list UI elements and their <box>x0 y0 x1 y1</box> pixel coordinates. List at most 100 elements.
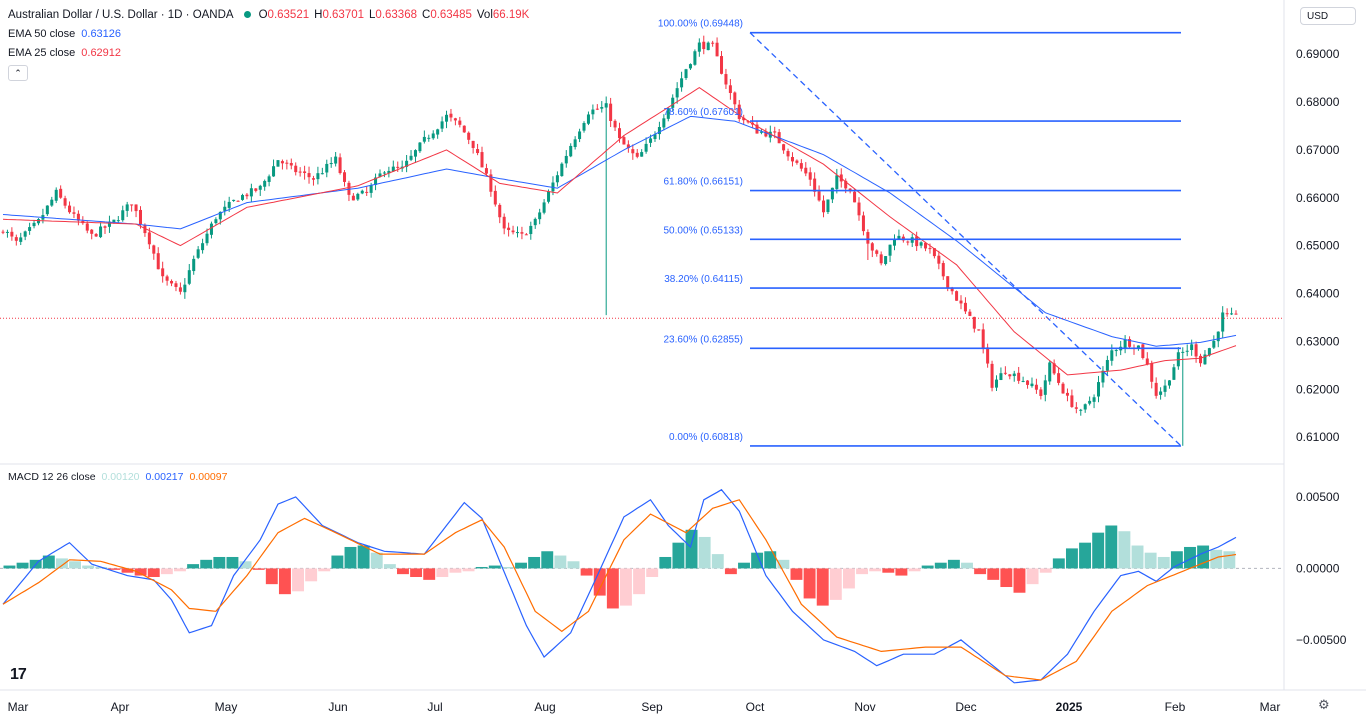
candle[interactable] <box>1030 383 1034 387</box>
candle[interactable] <box>582 123 586 131</box>
candle[interactable] <box>76 213 80 221</box>
candle[interactable] <box>817 191 821 201</box>
candle[interactable] <box>1070 395 1074 407</box>
candle[interactable] <box>103 226 107 228</box>
candle[interactable] <box>365 191 369 193</box>
candle[interactable] <box>440 121 444 129</box>
candle[interactable] <box>1114 350 1118 352</box>
candle[interactable] <box>329 163 333 165</box>
candle[interactable] <box>857 202 861 216</box>
candle[interactable] <box>609 103 613 121</box>
candle[interactable] <box>573 139 577 148</box>
candle[interactable] <box>626 144 630 149</box>
candle[interactable] <box>121 210 125 221</box>
candle[interactable] <box>54 189 58 201</box>
candle[interactable] <box>480 152 484 168</box>
candle[interactable] <box>334 156 338 164</box>
symbol-title[interactable]: Australian Dollar / U.S. Dollar · 1D · O… <box>8 9 234 21</box>
candle[interactable] <box>147 232 151 245</box>
candle[interactable] <box>697 42 701 52</box>
candle[interactable] <box>1207 348 1211 356</box>
candle[interactable] <box>1199 355 1203 364</box>
candle[interactable] <box>569 145 573 157</box>
candle[interactable] <box>1181 351 1185 353</box>
candle[interactable] <box>90 229 94 234</box>
candle[interactable] <box>511 230 515 233</box>
candle[interactable] <box>320 173 324 175</box>
candle[interactable] <box>369 185 373 193</box>
candle[interactable] <box>733 92 737 105</box>
candle[interactable] <box>187 270 191 284</box>
candle[interactable] <box>746 121 750 123</box>
candle[interactable] <box>214 219 218 224</box>
candle[interactable] <box>192 258 196 272</box>
candle[interactable] <box>879 254 883 264</box>
candle[interactable] <box>861 215 865 232</box>
candle[interactable] <box>343 172 347 182</box>
candle[interactable] <box>1141 344 1145 358</box>
candle[interactable] <box>720 56 724 74</box>
candle[interactable] <box>666 108 670 119</box>
candle[interactable] <box>520 232 524 234</box>
ema25-legend[interactable]: EMA 25 close 0.62912 <box>8 47 121 59</box>
candle[interactable] <box>1212 340 1216 348</box>
candle[interactable] <box>28 227 32 231</box>
candle[interactable] <box>378 173 382 177</box>
candle[interactable] <box>813 178 817 192</box>
candle[interactable] <box>218 211 222 220</box>
candle[interactable] <box>360 190 364 194</box>
candle[interactable] <box>1136 345 1140 348</box>
candle[interactable] <box>595 108 599 110</box>
candle[interactable] <box>1110 350 1114 361</box>
candle[interactable] <box>232 199 236 201</box>
candle[interactable] <box>1039 389 1043 396</box>
candle[interactable] <box>631 149 635 154</box>
candle[interactable] <box>471 140 475 148</box>
candle[interactable] <box>183 284 187 293</box>
candle[interactable] <box>107 221 111 227</box>
candle[interactable] <box>1230 313 1234 315</box>
candle[interactable] <box>316 173 320 180</box>
candle[interactable] <box>303 171 307 174</box>
candle[interactable] <box>1128 339 1132 347</box>
candle[interactable] <box>94 234 98 237</box>
candle[interactable] <box>165 276 169 281</box>
candle[interactable] <box>680 78 684 88</box>
candle[interactable] <box>1221 312 1225 332</box>
candle[interactable] <box>201 243 205 251</box>
candle[interactable] <box>937 255 941 264</box>
candle[interactable] <box>1088 400 1092 404</box>
candle[interactable] <box>795 160 799 163</box>
candle[interactable] <box>1057 373 1061 383</box>
candle[interactable] <box>613 120 617 128</box>
candle[interactable] <box>45 205 49 215</box>
candle[interactable] <box>1172 367 1176 380</box>
candle[interactable] <box>161 268 165 277</box>
candle[interactable] <box>959 300 963 304</box>
candle[interactable] <box>374 177 378 185</box>
candle[interactable] <box>236 200 240 202</box>
candle[interactable] <box>844 180 848 189</box>
candle[interactable] <box>338 157 342 174</box>
candle[interactable] <box>1034 384 1038 390</box>
candle[interactable] <box>427 137 431 139</box>
candle[interactable] <box>476 149 480 154</box>
candle[interactable] <box>622 137 626 145</box>
candle[interactable] <box>782 144 786 151</box>
candle[interactable] <box>671 97 675 108</box>
candle[interactable] <box>635 152 639 157</box>
candle[interactable] <box>578 131 582 140</box>
candle[interactable] <box>14 237 18 241</box>
candle[interactable] <box>1101 370 1105 383</box>
candle[interactable] <box>693 51 697 65</box>
candle[interactable] <box>742 117 746 121</box>
candle[interactable] <box>675 88 679 98</box>
candle[interactable] <box>529 225 533 235</box>
candle[interactable] <box>1017 372 1021 381</box>
candle[interactable] <box>835 175 839 189</box>
candle[interactable] <box>919 242 923 246</box>
candle[interactable] <box>1052 363 1056 374</box>
candle[interactable] <box>866 232 870 244</box>
candle[interactable] <box>946 276 950 288</box>
